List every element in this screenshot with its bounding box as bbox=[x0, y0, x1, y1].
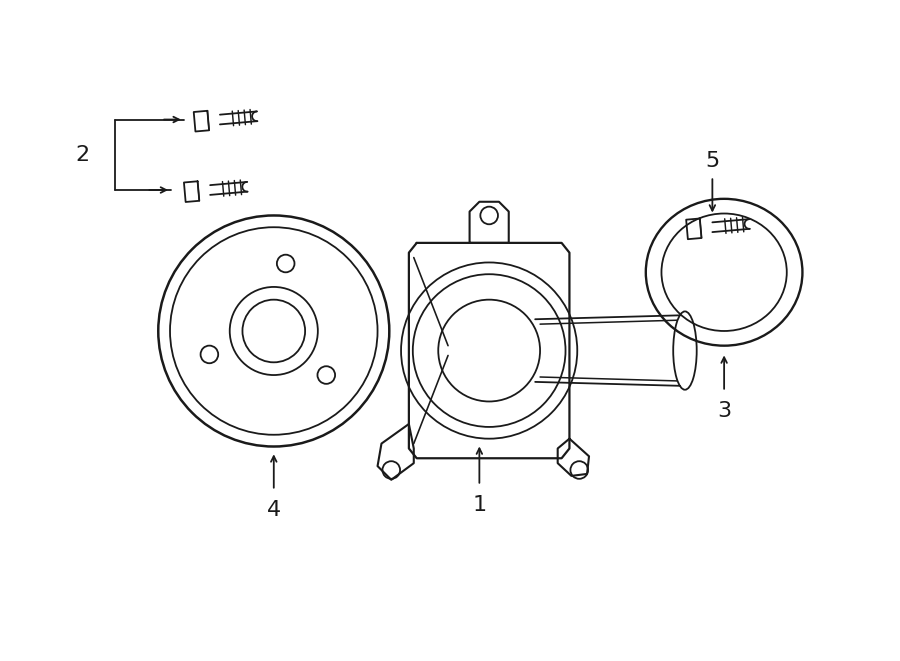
Text: 1: 1 bbox=[472, 495, 486, 515]
Text: 3: 3 bbox=[717, 401, 731, 421]
Text: 2: 2 bbox=[76, 145, 90, 165]
Text: 5: 5 bbox=[706, 151, 719, 171]
Text: 4: 4 bbox=[266, 500, 281, 520]
